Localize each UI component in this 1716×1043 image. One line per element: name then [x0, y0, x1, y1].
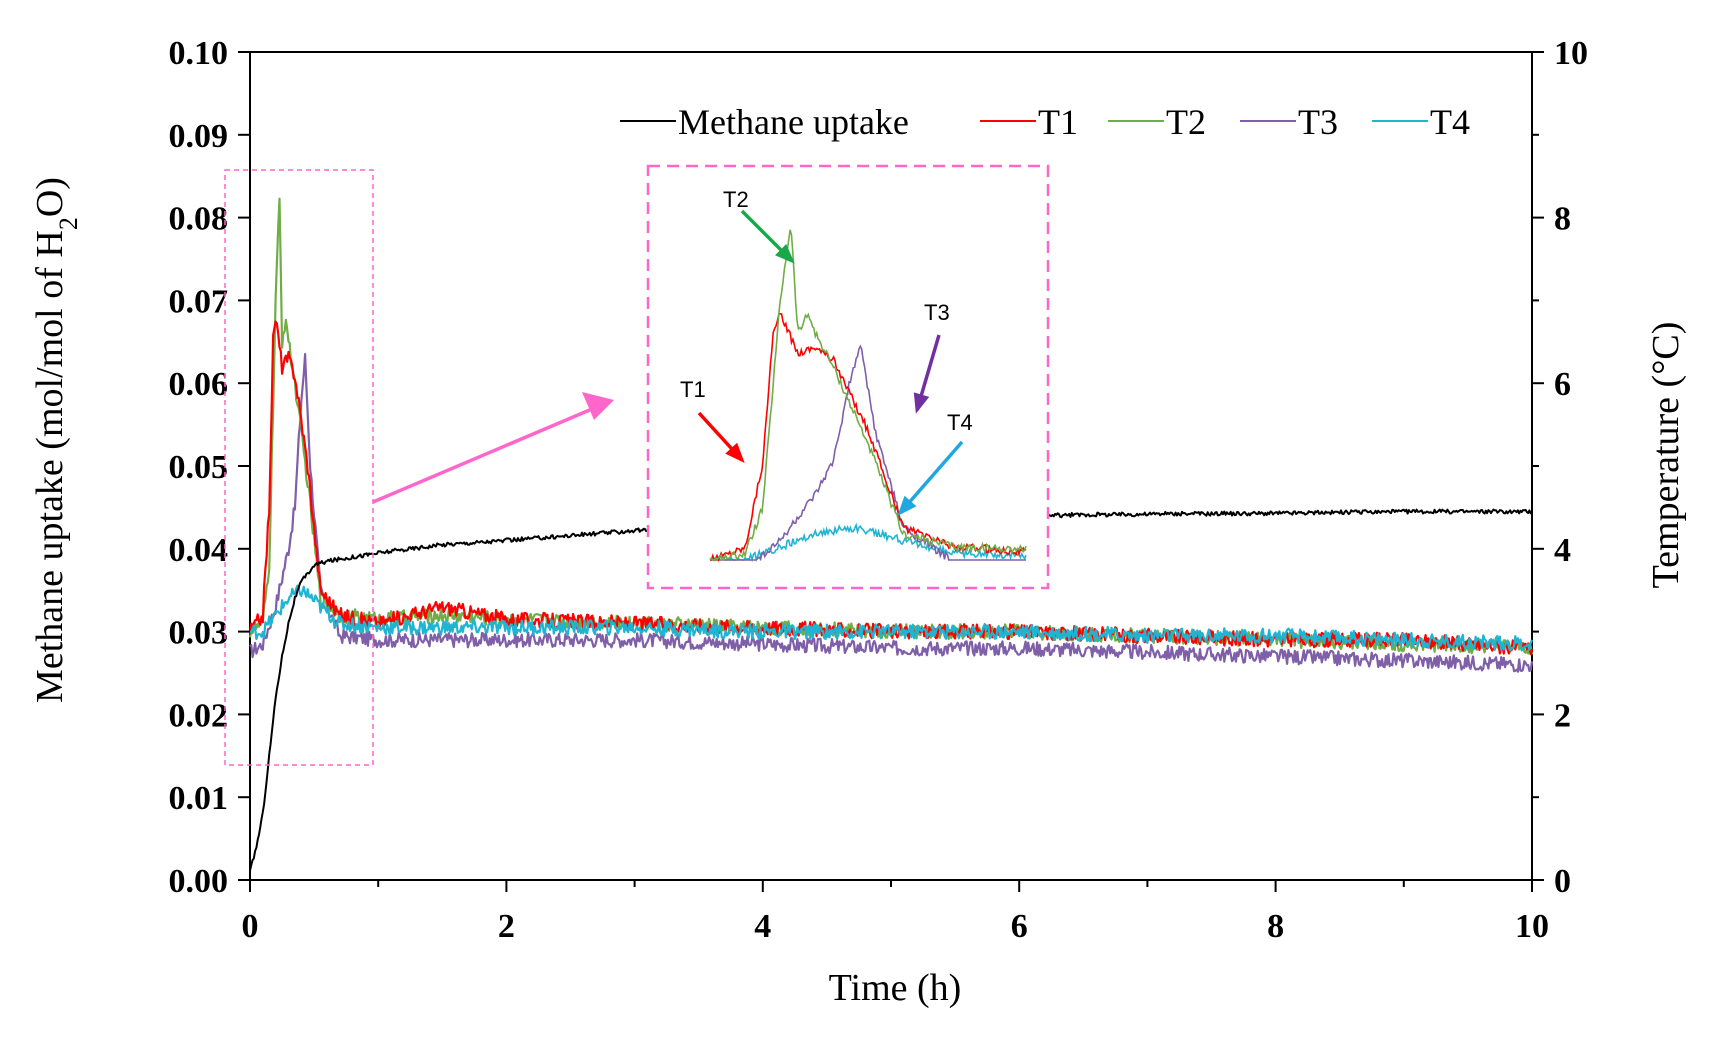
y-right-tick-label: 2 [1554, 697, 1571, 734]
x-tick-label: 8 [1267, 908, 1284, 945]
y-left-tick-label: 0.00 [169, 863, 229, 900]
y-right-axis-title: Temperature (°C) [1645, 322, 1687, 589]
legend-label: T1 [1038, 102, 1078, 142]
y-left-tick-label: 0.06 [169, 366, 229, 403]
zoom-arrow-shaft [372, 407, 593, 504]
legend: Methane uptake T1 T2 T3 T4 [620, 102, 1470, 142]
inset-arrowhead-t4 [897, 495, 917, 516]
inset-layer: T1 T2 T3 T4 [646, 164, 1050, 590]
y-left-tick-label: 0.01 [169, 780, 229, 817]
zoom-region-box [224, 169, 374, 766]
x-axis-title: Time (h) [829, 967, 962, 1009]
legend-label: T3 [1298, 102, 1338, 142]
y-left-title-sub: 2 [54, 217, 83, 230]
series-line-t3 [249, 353, 1534, 673]
y-left-title-pre: Methane uptake (mol/mol of H [29, 230, 71, 703]
inset-box [646, 164, 1050, 590]
inset-arrowhead-t1 [725, 442, 745, 463]
y-right-tick-label: 6 [1554, 366, 1571, 403]
ticks-layer: 0 2 4 6 8 10 0.00 0.01 0.02 0.03 0.04 0.05 0.06 0.07 0… [169, 35, 1589, 945]
y-left-tick-label: 0.04 [169, 532, 229, 569]
x-tick-label: 0 [242, 908, 259, 945]
zoom-arrow-head [582, 392, 614, 420]
zoom-layer [224, 169, 614, 766]
legend-label: T2 [1166, 102, 1206, 142]
inset-line-t3 [710, 344, 1026, 562]
y-left-tick-label: 0.07 [169, 283, 229, 320]
inset-label-t3: T3 [924, 300, 950, 325]
y-left-axis-title: Methane uptake (mol/mol of H2O) [29, 177, 83, 703]
x-tick-label: 6 [1011, 908, 1028, 945]
y-left-tick-label: 0.02 [169, 697, 229, 734]
y-left-title-post: O) [29, 177, 71, 217]
y-right-tick-label: 8 [1554, 201, 1571, 238]
inset-label-t1: T1 [680, 377, 706, 402]
inset-label-t4: T4 [947, 410, 973, 435]
x-tick-label: 2 [498, 908, 515, 945]
legend-label: T4 [1430, 102, 1470, 142]
y-left-tick-label: 0.08 [169, 201, 229, 238]
y-right-tick-label: 4 [1554, 532, 1571, 569]
inset-arrowhead-t3 [913, 392, 930, 414]
y-left-tick-label: 0.09 [169, 118, 229, 155]
x-tick-label: 4 [754, 908, 771, 945]
legend-label: Methane uptake [678, 102, 909, 142]
y-right-tick-label: 10 [1554, 35, 1588, 72]
inset-arrowhead-t2 [775, 244, 795, 264]
y-right-tick-label: 0 [1554, 863, 1571, 900]
x-tick-label: 10 [1515, 908, 1549, 945]
inset-line-t2 [709, 229, 1027, 562]
y-left-tick-label: 0.05 [169, 449, 229, 486]
series-line-t4 [249, 584, 1534, 652]
y-left-tick-label: 0.03 [169, 615, 229, 652]
inset-label-t2: T2 [723, 187, 749, 212]
y-left-tick-label: 0.10 [169, 35, 229, 72]
